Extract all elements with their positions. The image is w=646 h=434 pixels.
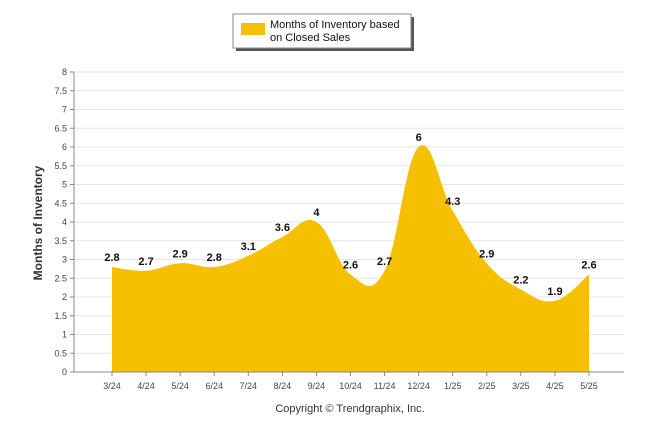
legend-line-1: Months of Inventory based: [270, 19, 400, 31]
data-label: 4: [313, 207, 320, 219]
x-tick-label: 4/24: [137, 381, 155, 391]
y-tick-label: 0.5: [54, 348, 67, 358]
x-tick-label: 11/24: [374, 381, 396, 391]
x-tick-label: 2/25: [478, 381, 496, 391]
legend-swatch: [241, 23, 265, 35]
y-axis-ticks: 0 0.5 1 1.5 2 2.5 3 3.5 4 4.5 5 5.5 6 6.5 7 7.5 8: [54, 67, 74, 377]
x-tick-label: 8/24: [274, 381, 292, 391]
x-tick-label: 6/24: [205, 381, 223, 391]
data-label: 3.6: [275, 222, 290, 234]
y-tick-label: 6: [62, 142, 67, 152]
x-tick-label: 7/24: [240, 381, 258, 391]
data-label: 2.8: [104, 252, 119, 264]
data-label: 2.7: [138, 256, 153, 268]
data-label: 3.1: [241, 241, 256, 253]
legend-line-2: on Closed Sales: [270, 32, 351, 44]
data-label: 6: [416, 132, 422, 144]
y-tick-label: 4: [62, 217, 67, 227]
y-tick-label: 2.5: [54, 273, 67, 283]
data-labels: 2.8 2.7 2.9 2.8 3.1 3.6 4 2.6 2.7 6 4.3 2.9 2.2 1.9 2.…: [104, 132, 596, 298]
x-tick-label: 12/24: [407, 381, 430, 391]
y-tick-label: 5: [62, 180, 67, 190]
data-label: 1.9: [547, 286, 562, 298]
data-label: 2.6: [343, 260, 358, 272]
y-tick-label: 6.5: [54, 123, 67, 133]
area-series: [112, 145, 589, 372]
x-tick-label: 3/24: [103, 381, 121, 391]
y-tick-label: 7: [62, 105, 67, 115]
y-tick-label: 3.5: [54, 236, 67, 246]
x-tick-label: 5/24: [171, 381, 189, 391]
data-label: 4.3: [445, 196, 460, 208]
y-axis-title: Months of Inventory: [31, 165, 45, 280]
x-tick-label: 9/24: [308, 381, 326, 391]
data-label: 2.8: [207, 252, 222, 264]
y-tick-label: 3: [62, 255, 67, 265]
area-fill: [112, 145, 589, 372]
y-tick-label: 8: [62, 67, 67, 77]
x-tick-label: 4/25: [546, 381, 564, 391]
x-tick-label: 1/25: [444, 381, 462, 391]
x-axis-ticks: 3/24 4/24 5/24 6/24 7/24 8/24 9/24 10/24 11/24 12…: [103, 372, 598, 391]
y-tick-label: 1: [62, 330, 67, 340]
y-tick-label: 7.5: [54, 86, 67, 96]
y-tick-label: 0: [62, 367, 67, 377]
x-tick-label: 10/24: [339, 381, 362, 391]
y-tick-label: 2: [62, 292, 67, 302]
x-tick-label: 5/25: [580, 381, 598, 391]
x-tick-label: 3/25: [512, 381, 530, 391]
legend: Months of Inventory based on Closed Sale…: [232, 13, 414, 51]
data-label: 2.2: [513, 275, 528, 287]
y-tick-label: 1.5: [54, 311, 67, 321]
data-label: 2.7: [377, 256, 392, 268]
data-label: 2.9: [479, 248, 494, 260]
copyright-footer: Copyright © Trendgraphix, Inc.: [275, 403, 424, 415]
data-label: 2.9: [172, 248, 187, 260]
data-label: 2.6: [581, 260, 596, 272]
y-tick-label: 5.5: [54, 161, 67, 171]
y-tick-label: 4.5: [54, 198, 67, 208]
axes: [73, 72, 624, 373]
